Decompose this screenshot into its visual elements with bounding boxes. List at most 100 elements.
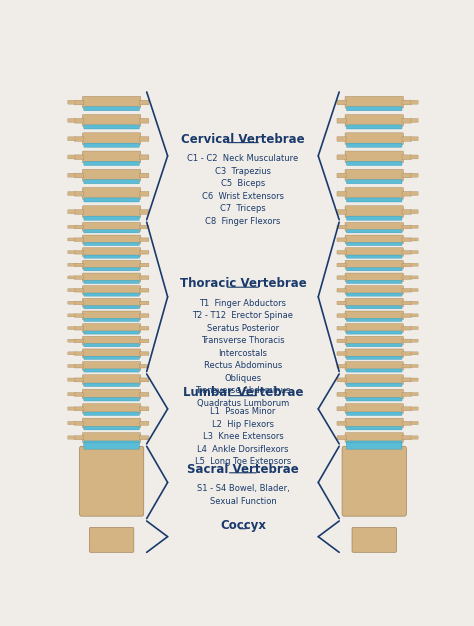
FancyBboxPatch shape [68,301,75,304]
FancyBboxPatch shape [345,375,403,384]
FancyBboxPatch shape [342,446,406,516]
FancyBboxPatch shape [345,96,403,108]
FancyBboxPatch shape [402,314,411,317]
FancyBboxPatch shape [411,100,418,104]
Text: Intercostals: Intercostals [219,349,267,357]
FancyBboxPatch shape [84,106,139,111]
FancyBboxPatch shape [346,162,402,165]
FancyBboxPatch shape [84,383,139,386]
FancyBboxPatch shape [82,362,141,371]
FancyBboxPatch shape [345,299,403,307]
FancyBboxPatch shape [337,327,346,330]
FancyBboxPatch shape [84,356,139,359]
FancyBboxPatch shape [68,118,75,123]
FancyBboxPatch shape [68,238,75,241]
FancyBboxPatch shape [337,100,346,105]
FancyBboxPatch shape [411,155,418,159]
Text: C6  Wrist Extensors: C6 Wrist Extensors [202,192,284,200]
FancyBboxPatch shape [74,263,84,267]
FancyBboxPatch shape [337,225,346,228]
FancyBboxPatch shape [346,230,402,233]
FancyBboxPatch shape [68,173,75,177]
FancyBboxPatch shape [139,393,149,396]
FancyBboxPatch shape [84,280,139,284]
FancyBboxPatch shape [68,314,75,317]
FancyBboxPatch shape [337,421,346,425]
FancyBboxPatch shape [402,436,411,439]
FancyBboxPatch shape [402,421,411,425]
FancyBboxPatch shape [139,136,149,141]
FancyBboxPatch shape [68,327,75,329]
FancyBboxPatch shape [402,155,411,160]
FancyBboxPatch shape [337,314,346,317]
FancyBboxPatch shape [84,216,139,220]
FancyBboxPatch shape [82,285,141,294]
FancyBboxPatch shape [411,314,418,317]
FancyBboxPatch shape [346,268,402,271]
FancyBboxPatch shape [345,404,403,413]
FancyBboxPatch shape [345,285,403,294]
FancyBboxPatch shape [82,206,141,218]
FancyBboxPatch shape [402,339,411,342]
FancyBboxPatch shape [74,393,84,396]
FancyBboxPatch shape [139,364,149,368]
FancyBboxPatch shape [346,242,402,245]
FancyBboxPatch shape [337,339,346,342]
Text: Sacral Vertebrae: Sacral Vertebrae [187,463,299,476]
FancyBboxPatch shape [337,250,346,254]
FancyBboxPatch shape [345,206,403,218]
Text: C3  Trapezius: C3 Trapezius [215,167,271,175]
FancyBboxPatch shape [68,421,75,424]
Text: C5  Biceps: C5 Biceps [221,179,265,188]
FancyBboxPatch shape [345,169,403,181]
Text: Obliques: Obliques [224,374,262,383]
FancyBboxPatch shape [411,250,418,254]
FancyBboxPatch shape [337,192,346,196]
Text: T2 - T12  Erector Spinae: T2 - T12 Erector Spinae [192,311,293,320]
FancyBboxPatch shape [139,301,149,305]
FancyBboxPatch shape [346,412,402,416]
FancyBboxPatch shape [346,280,402,284]
FancyBboxPatch shape [139,192,149,196]
FancyBboxPatch shape [74,225,84,228]
FancyBboxPatch shape [402,250,411,254]
FancyBboxPatch shape [337,276,346,279]
Text: Thoracic Vertebrae: Thoracic Vertebrae [180,277,306,290]
FancyBboxPatch shape [139,276,149,279]
Text: Transverse Abdominus: Transverse Abdominus [195,386,291,396]
FancyBboxPatch shape [82,375,141,384]
FancyBboxPatch shape [337,210,346,214]
FancyBboxPatch shape [68,378,75,381]
Text: C1 - C2  Neck Musculature: C1 - C2 Neck Musculature [187,154,299,163]
FancyBboxPatch shape [68,210,75,213]
FancyBboxPatch shape [337,118,346,123]
Text: Lumbar Vertebrae: Lumbar Vertebrae [182,386,303,399]
FancyBboxPatch shape [345,362,403,371]
FancyBboxPatch shape [345,273,403,282]
FancyBboxPatch shape [84,344,139,347]
FancyBboxPatch shape [411,393,418,396]
FancyBboxPatch shape [411,436,418,439]
FancyBboxPatch shape [68,225,75,228]
FancyBboxPatch shape [337,289,346,292]
FancyBboxPatch shape [68,276,75,279]
Text: Sexual Function: Sexual Function [210,496,276,506]
FancyBboxPatch shape [402,407,411,411]
FancyBboxPatch shape [74,407,84,411]
FancyBboxPatch shape [139,225,149,228]
FancyBboxPatch shape [82,433,141,443]
FancyBboxPatch shape [139,327,149,330]
FancyBboxPatch shape [337,436,346,439]
Text: Transverse Thoracis: Transverse Thoracis [201,336,285,345]
FancyBboxPatch shape [84,268,139,271]
FancyBboxPatch shape [74,314,84,317]
FancyBboxPatch shape [346,255,402,258]
FancyBboxPatch shape [411,352,418,355]
FancyBboxPatch shape [346,441,402,444]
FancyBboxPatch shape [402,327,411,330]
FancyBboxPatch shape [411,364,418,367]
Text: Quadratus Lumborum: Quadratus Lumborum [197,399,289,408]
FancyBboxPatch shape [84,242,139,245]
FancyBboxPatch shape [74,118,84,123]
FancyBboxPatch shape [74,436,84,439]
